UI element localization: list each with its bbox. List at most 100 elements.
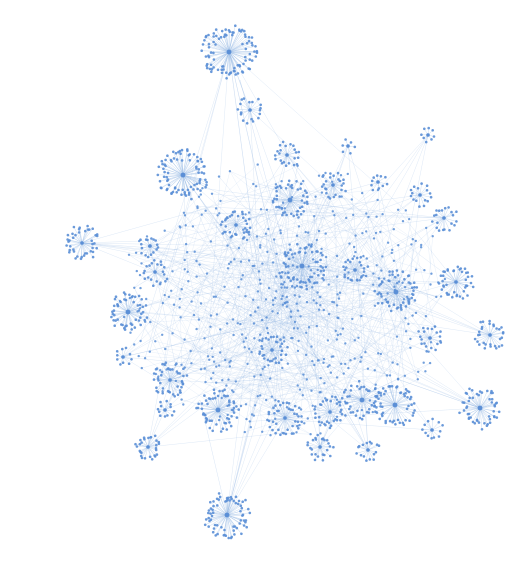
graph-node (227, 536, 230, 540)
graph-edge (308, 276, 338, 328)
graph-node (332, 419, 336, 423)
graph-node (279, 229, 282, 232)
graph-edge (219, 328, 268, 417)
graph-node (240, 506, 244, 510)
graph-node (210, 70, 213, 74)
graph-edge (276, 276, 286, 304)
graph-edge (277, 246, 312, 314)
graph-edge (261, 340, 273, 351)
graph-edge (149, 245, 176, 365)
graph-edge (208, 514, 228, 519)
graph-node (129, 331, 132, 334)
graph-node (473, 337, 477, 341)
graph-node (362, 385, 366, 389)
graph-node (361, 191, 364, 195)
graph-node (237, 285, 240, 289)
graph-edge (216, 364, 315, 383)
graph-node (156, 263, 159, 266)
graph-edge (286, 265, 303, 298)
graph-node (373, 289, 377, 293)
graph-node (274, 361, 278, 365)
graph-node (357, 444, 361, 448)
graph-node (233, 533, 236, 536)
graph-edge (301, 265, 324, 276)
graph-edge (119, 300, 213, 357)
graph-node (395, 269, 399, 272)
graph-node (314, 195, 317, 198)
graph-node (374, 410, 377, 414)
graph-node (335, 254, 339, 258)
graph-node (414, 239, 417, 243)
graph-node (212, 360, 216, 363)
graph-node (296, 327, 299, 330)
graph-edge (262, 368, 276, 419)
graph-node (384, 421, 388, 425)
graph-edge (254, 360, 313, 377)
graph-edge (479, 407, 491, 423)
graph-node (289, 408, 292, 411)
graph-node (385, 374, 389, 377)
graph-edge (154, 271, 168, 280)
graph-edge (229, 170, 335, 216)
graph-node (296, 278, 299, 281)
graph-edge (201, 214, 263, 264)
graph-node (295, 180, 298, 183)
graph-edge (128, 254, 225, 288)
graph-edge (237, 323, 355, 341)
graph-node (283, 281, 286, 284)
graph-edge (179, 261, 242, 308)
graph-edge (395, 291, 398, 309)
graph-node (320, 191, 324, 194)
graph-edge (251, 337, 285, 415)
graph-node (272, 335, 275, 339)
graph-node (409, 346, 412, 349)
graph-node (209, 51, 213, 54)
graph-edge (329, 402, 341, 413)
graph-edge (317, 292, 408, 298)
graph-node (224, 28, 227, 31)
graph-node (344, 362, 347, 366)
graph-node (228, 400, 231, 404)
graph-node (225, 496, 229, 500)
graph-edge (479, 407, 485, 424)
graph-edge (164, 294, 217, 315)
graph-node (359, 263, 363, 267)
graph-edge (282, 432, 311, 435)
graph-node (296, 309, 300, 312)
graph-node (307, 231, 310, 234)
graph-edge (398, 281, 405, 395)
graph-node (145, 297, 148, 301)
graph-edge (266, 382, 325, 401)
graph-node (289, 143, 292, 146)
graph-node (170, 414, 174, 417)
graph-node (250, 36, 254, 39)
graph-node (381, 184, 385, 188)
graph-node (311, 360, 314, 363)
graph-node (313, 408, 317, 411)
graph-edge (274, 217, 445, 240)
graph-node (422, 136, 426, 140)
graph-edge (275, 417, 286, 434)
graph-edge (356, 386, 363, 401)
graph-edge (397, 209, 457, 283)
graph-node (205, 64, 208, 67)
graph-edge (322, 184, 334, 187)
graph-node (143, 457, 147, 460)
graph-edge (313, 300, 346, 364)
graph-edge (257, 385, 298, 397)
graph-node (295, 284, 299, 288)
graph-edge (464, 402, 481, 409)
graph-node (395, 386, 398, 389)
graph-node (203, 39, 206, 42)
graph-node (420, 338, 423, 341)
graph-node (154, 368, 158, 371)
graph-edge (271, 346, 288, 351)
graph-node (165, 188, 169, 192)
graph-node (322, 273, 326, 277)
graph-node (229, 424, 233, 428)
graph-edge (284, 402, 288, 419)
graph-node (261, 262, 264, 265)
graph-node (289, 315, 293, 318)
graph-edge (235, 213, 243, 226)
graph-node (477, 330, 481, 334)
